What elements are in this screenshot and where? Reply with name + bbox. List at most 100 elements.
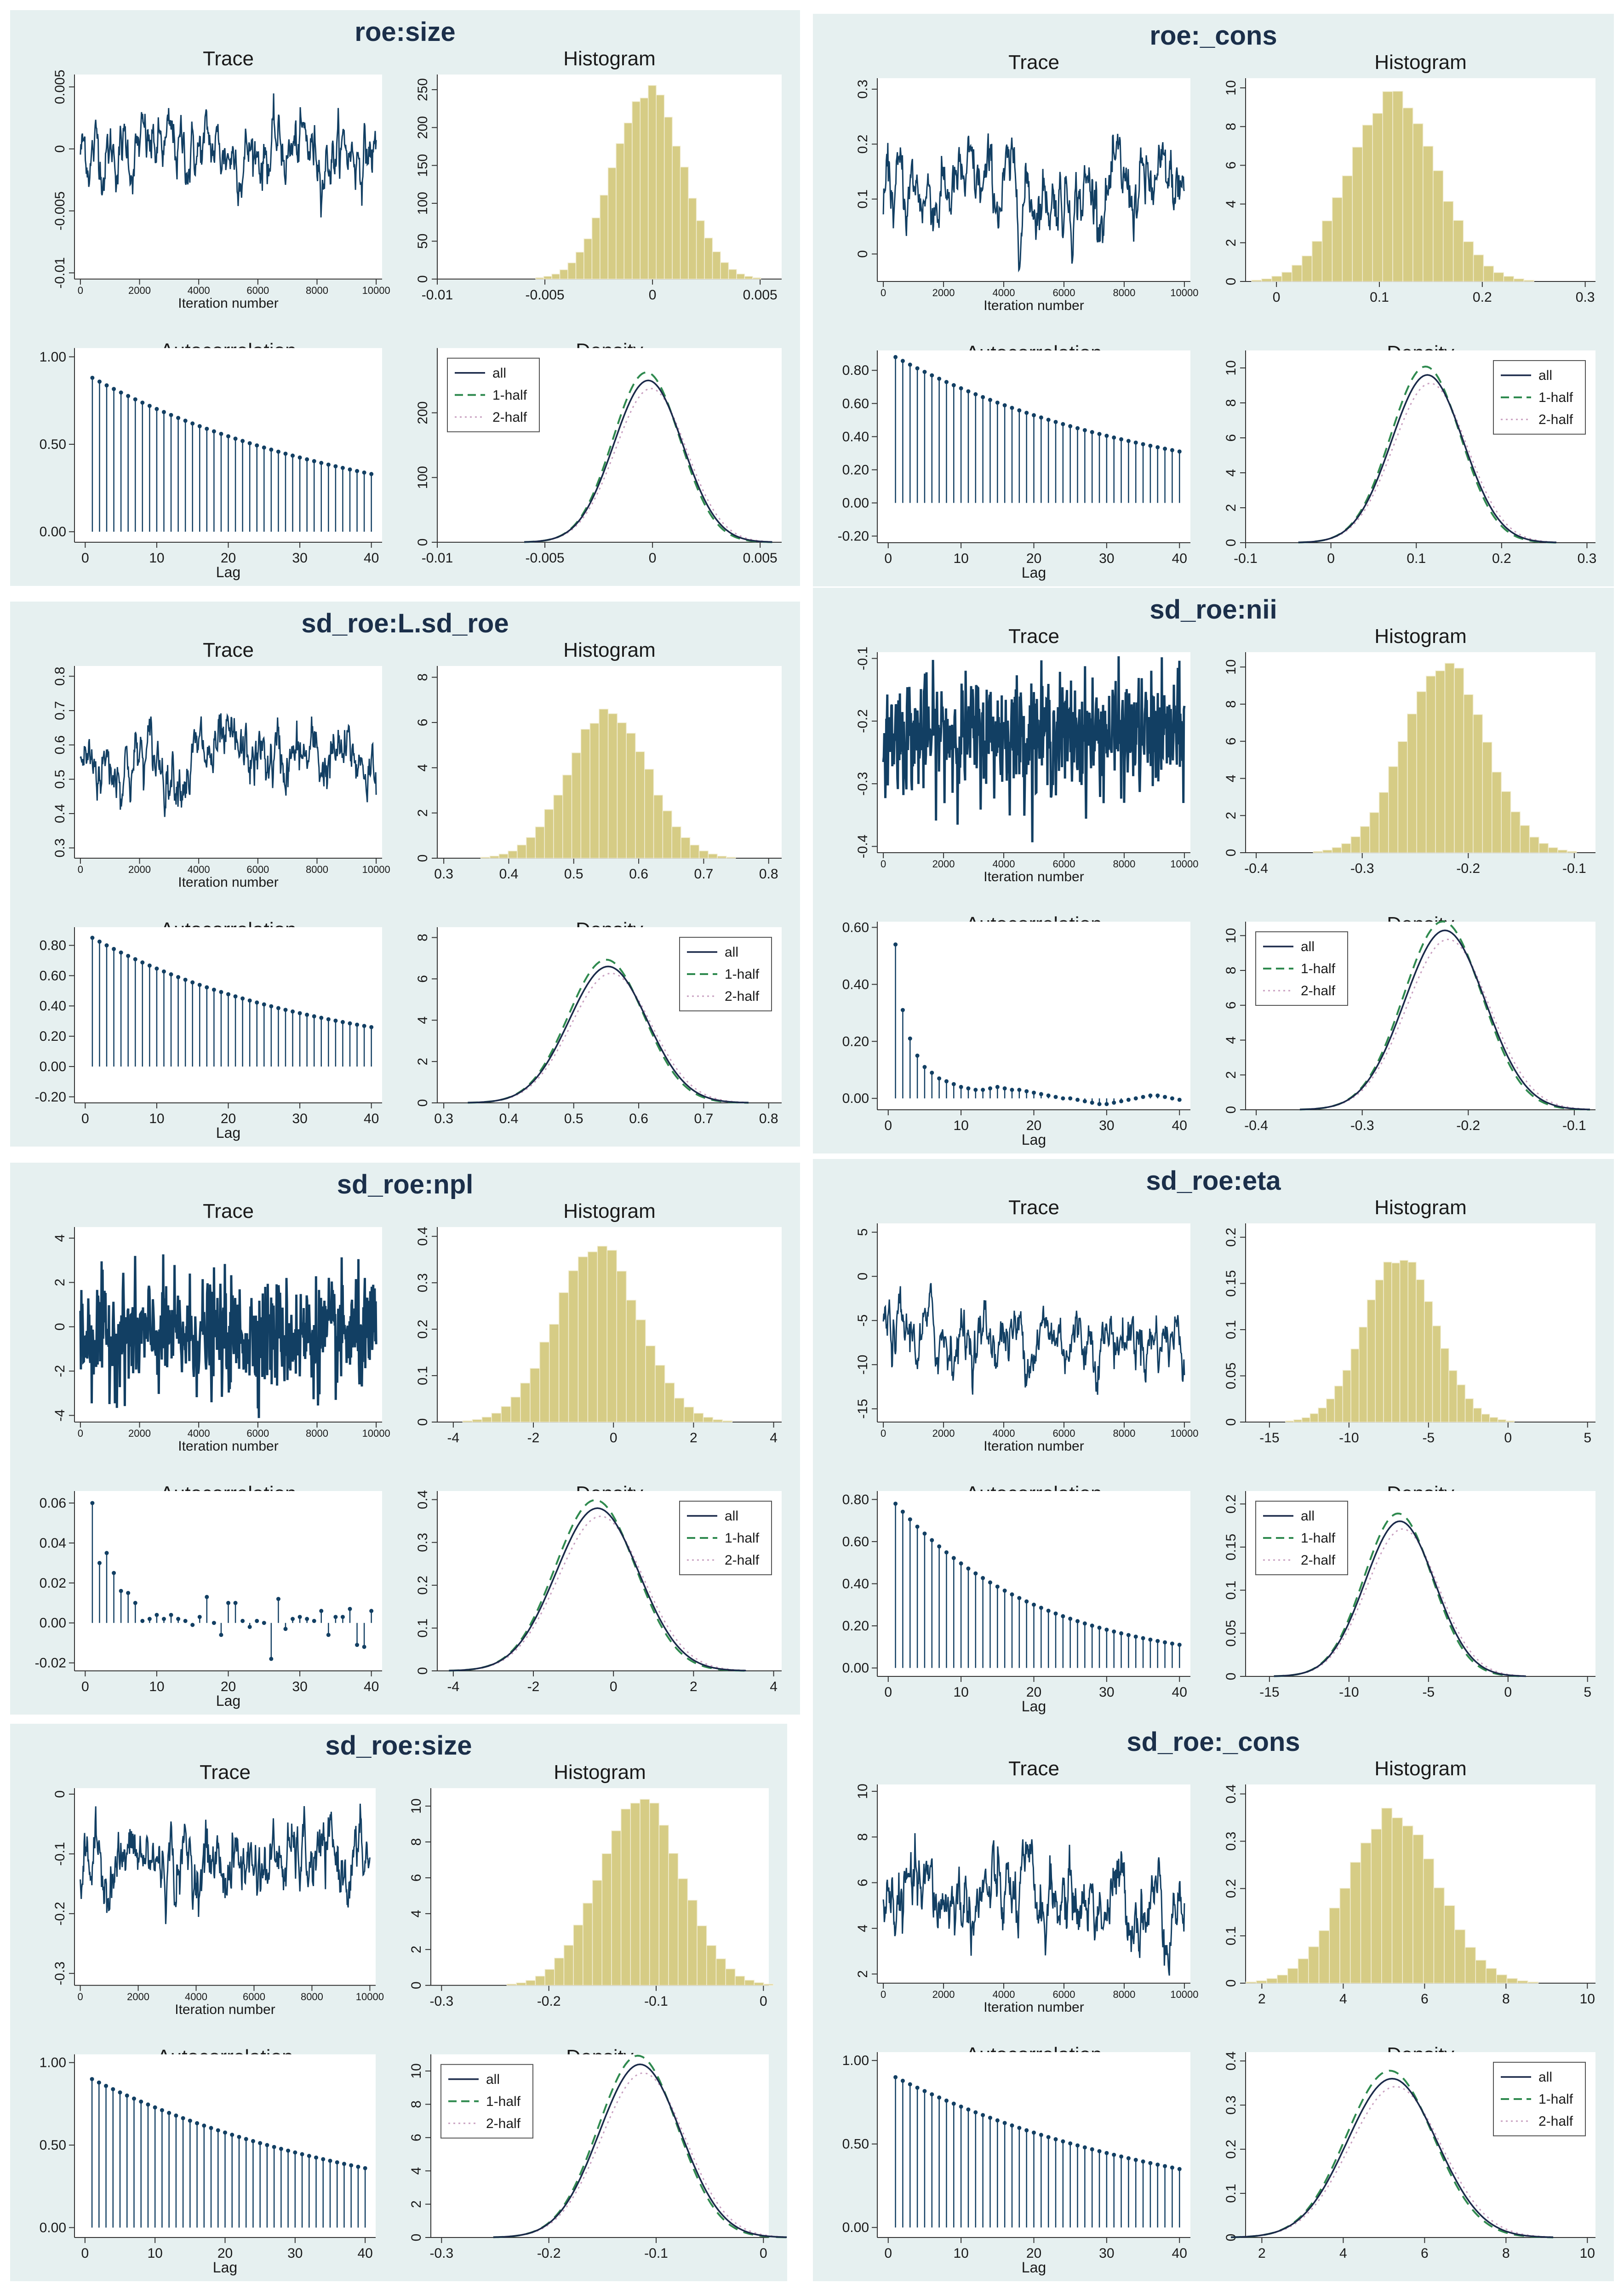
autocorr-marker (1141, 2159, 1145, 2164)
autocorr-marker (174, 2113, 178, 2118)
autocorr-marker (1032, 413, 1036, 418)
autocorr-marker (1032, 1090, 1036, 1095)
y-tick-label: 8 (409, 1838, 424, 1846)
y-tick-label: 0.2 (1224, 2140, 1239, 2159)
y-tick-label: 0 (1224, 1673, 1239, 1681)
y-tick-label: 0 (415, 275, 430, 283)
autocorr-marker (1170, 1096, 1174, 1101)
autocorr-marker (119, 950, 123, 955)
autocorr-marker (1119, 437, 1124, 442)
autocorr-marker (1046, 418, 1051, 422)
x-tick-label: 0 (610, 1679, 618, 1694)
y-tick-label: 6 (855, 1879, 870, 1887)
histogram-bar (1397, 741, 1408, 853)
y-tick-label: 8 (409, 2100, 424, 2108)
autocorr-marker (112, 1571, 116, 1575)
y-tick-label: 6 (1224, 161, 1239, 169)
lag-x-label: Lag (216, 1692, 240, 1709)
autocorr-marker (183, 1618, 188, 1623)
autocorr-marker (988, 1580, 992, 1585)
autocorr-marker (369, 1609, 374, 1613)
histogram-bar (1457, 1384, 1466, 1423)
autocorr-marker (915, 1053, 920, 1058)
x-tick-label: 10 (953, 551, 968, 566)
histogram-bar (1416, 691, 1427, 853)
autocorr-marker (1090, 2147, 1094, 2151)
autocorr-marker (342, 2162, 346, 2166)
autocorr-marker (981, 395, 985, 399)
autocorr-marker (1119, 2154, 1124, 2159)
y-tick-label: 0.00 (842, 2220, 869, 2235)
y-tick-label: -0.01 (52, 257, 68, 288)
trace-subtitle: Trace (1008, 625, 1059, 648)
histogram-bar (575, 252, 584, 280)
autocorr-marker (319, 460, 324, 465)
y-tick-label: 0.2 (1224, 1228, 1239, 1247)
autocorr-marker (1010, 1592, 1014, 1597)
plot-area (74, 666, 382, 858)
density-curve-second-half (1300, 938, 1590, 1110)
x-tick-label: 0 (1273, 290, 1281, 305)
y-tick-label: 0.40 (842, 977, 869, 992)
autocorr-marker (305, 457, 309, 462)
x-tick-label: 0 (77, 1991, 83, 2002)
histogram-bar (626, 1300, 636, 1423)
y-tick-label: -2 (52, 1365, 68, 1377)
autocorr-marker (908, 362, 912, 367)
autocorr-marker (1104, 1102, 1109, 1107)
autocorr-marker (1163, 2164, 1167, 2169)
histogram-bar (635, 751, 645, 859)
autocorr-marker (126, 394, 131, 398)
autocorr-marker (1141, 1636, 1145, 1641)
autocorr-marker (1163, 1640, 1167, 1645)
autocorr-marker (1163, 447, 1167, 451)
y-tick-label: 200 (415, 116, 430, 139)
histogram-bar (1298, 1958, 1309, 1984)
panel-plots: TraceHistogramAutocorrelationDensity-0.1… (842, 625, 1595, 1148)
autocorr-marker (326, 462, 331, 467)
autocorr-marker (181, 2116, 185, 2121)
x-tick-label: 0.4 (499, 1111, 519, 1126)
autocorr-marker (111, 2087, 115, 2092)
y-tick-label: 0.2 (1224, 1879, 1239, 1898)
histogram-bar (607, 713, 618, 859)
y-tick-label: 0 (409, 2234, 424, 2242)
x-tick-label: 6000 (1053, 1428, 1075, 1439)
y-tick-label: 2 (409, 2200, 424, 2208)
x-tick-label: 5 (1584, 1430, 1591, 1446)
y-tick-label: 2 (1224, 1071, 1239, 1079)
histogram-bar (1369, 812, 1380, 853)
trace-line (80, 713, 377, 817)
x-tick-label: -10 (1339, 1685, 1359, 1700)
x-tick-label: 2 (1258, 1991, 1266, 2007)
autocorr-marker (355, 1643, 360, 1647)
histogram-bar (510, 1396, 521, 1423)
histogram-bar (616, 143, 625, 280)
autocorr-marker (362, 1645, 366, 1649)
legend-label: 1-half (486, 2094, 521, 2109)
autocorr-marker (269, 1004, 274, 1009)
autocorr-marker (119, 1589, 123, 1593)
y-tick-label: 6 (409, 1874, 424, 1882)
y-tick-label: -0.2 (52, 1902, 68, 1926)
histogram-bar (558, 1292, 569, 1423)
histogram-bar (1358, 1326, 1368, 1423)
trace-x-label: Iteration number (984, 869, 1084, 884)
autocorr-marker (255, 443, 259, 447)
autocorr-marker (973, 1088, 978, 1092)
histogram-bar (1301, 1417, 1310, 1423)
autocorr-marker (1148, 443, 1153, 448)
histogram-bar (480, 857, 491, 859)
histogram-bar (1529, 837, 1539, 853)
autocorr-marker (125, 2093, 129, 2098)
density-legend: all 1-half 2-half (1493, 360, 1586, 435)
density-legend: all 1-half 2-half (447, 357, 540, 432)
x-tick-label: 2000 (932, 858, 955, 870)
autocorr-marker (951, 1556, 956, 1560)
autocorr-marker (1126, 1633, 1131, 1637)
autocorr-marker (1112, 435, 1116, 440)
legend-label: 1-half (492, 388, 527, 403)
autocorr-marker (291, 1617, 295, 1621)
y-tick-label: 4 (415, 1016, 430, 1024)
histogram-bar (559, 269, 568, 280)
